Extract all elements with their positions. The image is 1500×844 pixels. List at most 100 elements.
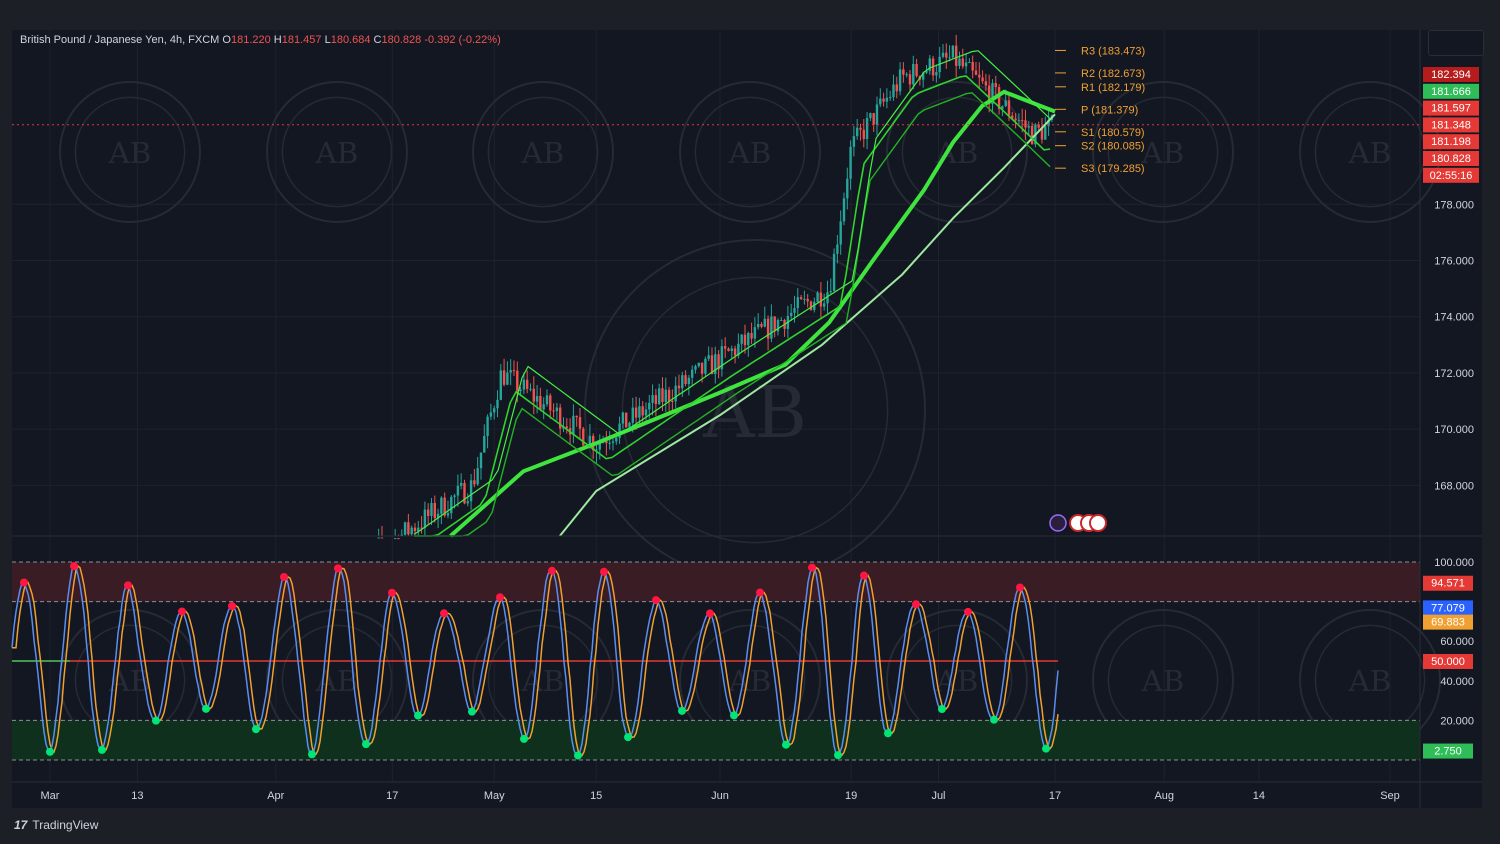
axes: 178.000 176.000 174.000 172.000 170.000 168.0…: [41, 67, 1479, 802]
watermark-logo-icon: AB: [702, 371, 807, 454]
candle-body: [941, 52, 945, 57]
candle-body: [945, 52, 948, 58]
pivot-label: R1 (182.179): [1081, 82, 1145, 94]
overbought-dot: [1016, 583, 1024, 592]
candle-body: [846, 178, 849, 199]
candle-body: [704, 358, 707, 374]
tradingview-brand[interactable]: 17 TradingView: [14, 818, 98, 832]
candle-body: [595, 449, 598, 451]
time-tick-label: 17: [1049, 790, 1061, 802]
overbought-dot: [860, 571, 868, 580]
candle-body: [898, 69, 902, 92]
candle-body: [793, 308, 796, 313]
candle-body: [971, 62, 974, 71]
candle-body: [737, 343, 740, 356]
candle-body: [572, 415, 575, 435]
candle-body: [417, 527, 420, 532]
price-tag: [1423, 83, 1479, 99]
candle-body: [829, 291, 832, 293]
candle-body: [1014, 118, 1017, 121]
candle-body: [492, 408, 496, 413]
pivot-label: R3 (183.473): [1081, 45, 1145, 57]
event-icons[interactable]: [1049, 514, 1107, 532]
candle-body: [473, 480, 476, 485]
candle-body: [756, 324, 760, 328]
open-label: O: [222, 34, 231, 46]
candle-body: [819, 292, 823, 307]
candle-body: [849, 146, 852, 179]
candle-body: [638, 406, 641, 418]
oversold-dot: [46, 747, 54, 756]
top-right-control[interactable]: [1428, 30, 1484, 56]
time-tick-label: 19: [845, 790, 857, 802]
time-tick-label: Apr: [267, 790, 284, 802]
candle-body: [469, 480, 473, 502]
candle-body: [423, 509, 427, 528]
candle-body: [440, 497, 443, 514]
symbol-title[interactable]: British Pound / Japanese Yen, 4h, FXCM: [20, 34, 220, 46]
watermark-logo-icon: AB: [108, 136, 152, 170]
candle-body: [935, 72, 938, 76]
candle-body: [700, 362, 704, 374]
moon-icon: [1089, 514, 1107, 532]
oscillator-tag: [1423, 575, 1473, 591]
candle-body: [519, 389, 522, 392]
oscillator-tick-label: 20.000: [1440, 715, 1474, 727]
time-tick-label: May: [484, 790, 505, 802]
candle-body: [542, 404, 545, 410]
ma-fast-line: [414, 75, 1051, 537]
candle-body: [773, 316, 776, 332]
candle-body: [671, 400, 674, 402]
candle-body: [1004, 100, 1007, 107]
candle-body: [681, 375, 684, 389]
candle-body: [588, 435, 592, 447]
oversold-dot: [152, 716, 160, 725]
oscillator-tag: [1423, 614, 1473, 630]
candle-body: [780, 319, 783, 321]
open-value: 181.220: [230, 34, 271, 46]
candle-body: [654, 395, 658, 405]
oversold-dot: [990, 715, 998, 724]
watermark-ring: [266, 81, 408, 223]
candle-body: [1047, 119, 1050, 127]
candle-body: [393, 538, 397, 540]
watermark-ring: [679, 81, 821, 223]
overbought-dot: [808, 563, 816, 572]
candle-body: [730, 348, 733, 351]
candle-body: [1037, 124, 1040, 128]
overbought-zone: [12, 562, 1420, 602]
candle-body: [822, 303, 826, 307]
candle-body: [902, 69, 905, 75]
candle-body: [615, 437, 618, 442]
candle-body: [489, 412, 493, 417]
candle-body: [618, 423, 621, 438]
candle-body: [803, 298, 806, 300]
candle-body: [809, 301, 813, 310]
time-tick-label: 13: [131, 790, 143, 802]
oversold-dot: [834, 751, 842, 760]
oversold-dot: [574, 751, 582, 760]
candle-body: [436, 513, 440, 519]
candle-body: [426, 509, 430, 517]
overbought-dot: [228, 601, 236, 610]
overbought-dot: [20, 578, 28, 587]
pivot-label: S2 (180.085): [1081, 141, 1145, 153]
watermark-inner-ring: [1107, 96, 1219, 208]
pivot-label: S3 (179.285): [1081, 163, 1145, 175]
candle-body: [707, 355, 710, 359]
candle-body: [766, 318, 770, 339]
candles: [377, 34, 1054, 540]
overbought-dot: [388, 588, 396, 597]
candle-body: [1007, 100, 1011, 116]
candle-body: [912, 63, 915, 85]
candle-body: [446, 513, 450, 516]
low-value: 180.684: [330, 34, 371, 46]
candle-body: [529, 388, 532, 390]
candle-body: [816, 292, 819, 302]
candle-body: [776, 320, 780, 332]
low-label: L: [324, 34, 331, 46]
overbought-dot: [496, 593, 504, 602]
candle-body: [621, 412, 625, 424]
watermark-ring: [472, 81, 614, 223]
